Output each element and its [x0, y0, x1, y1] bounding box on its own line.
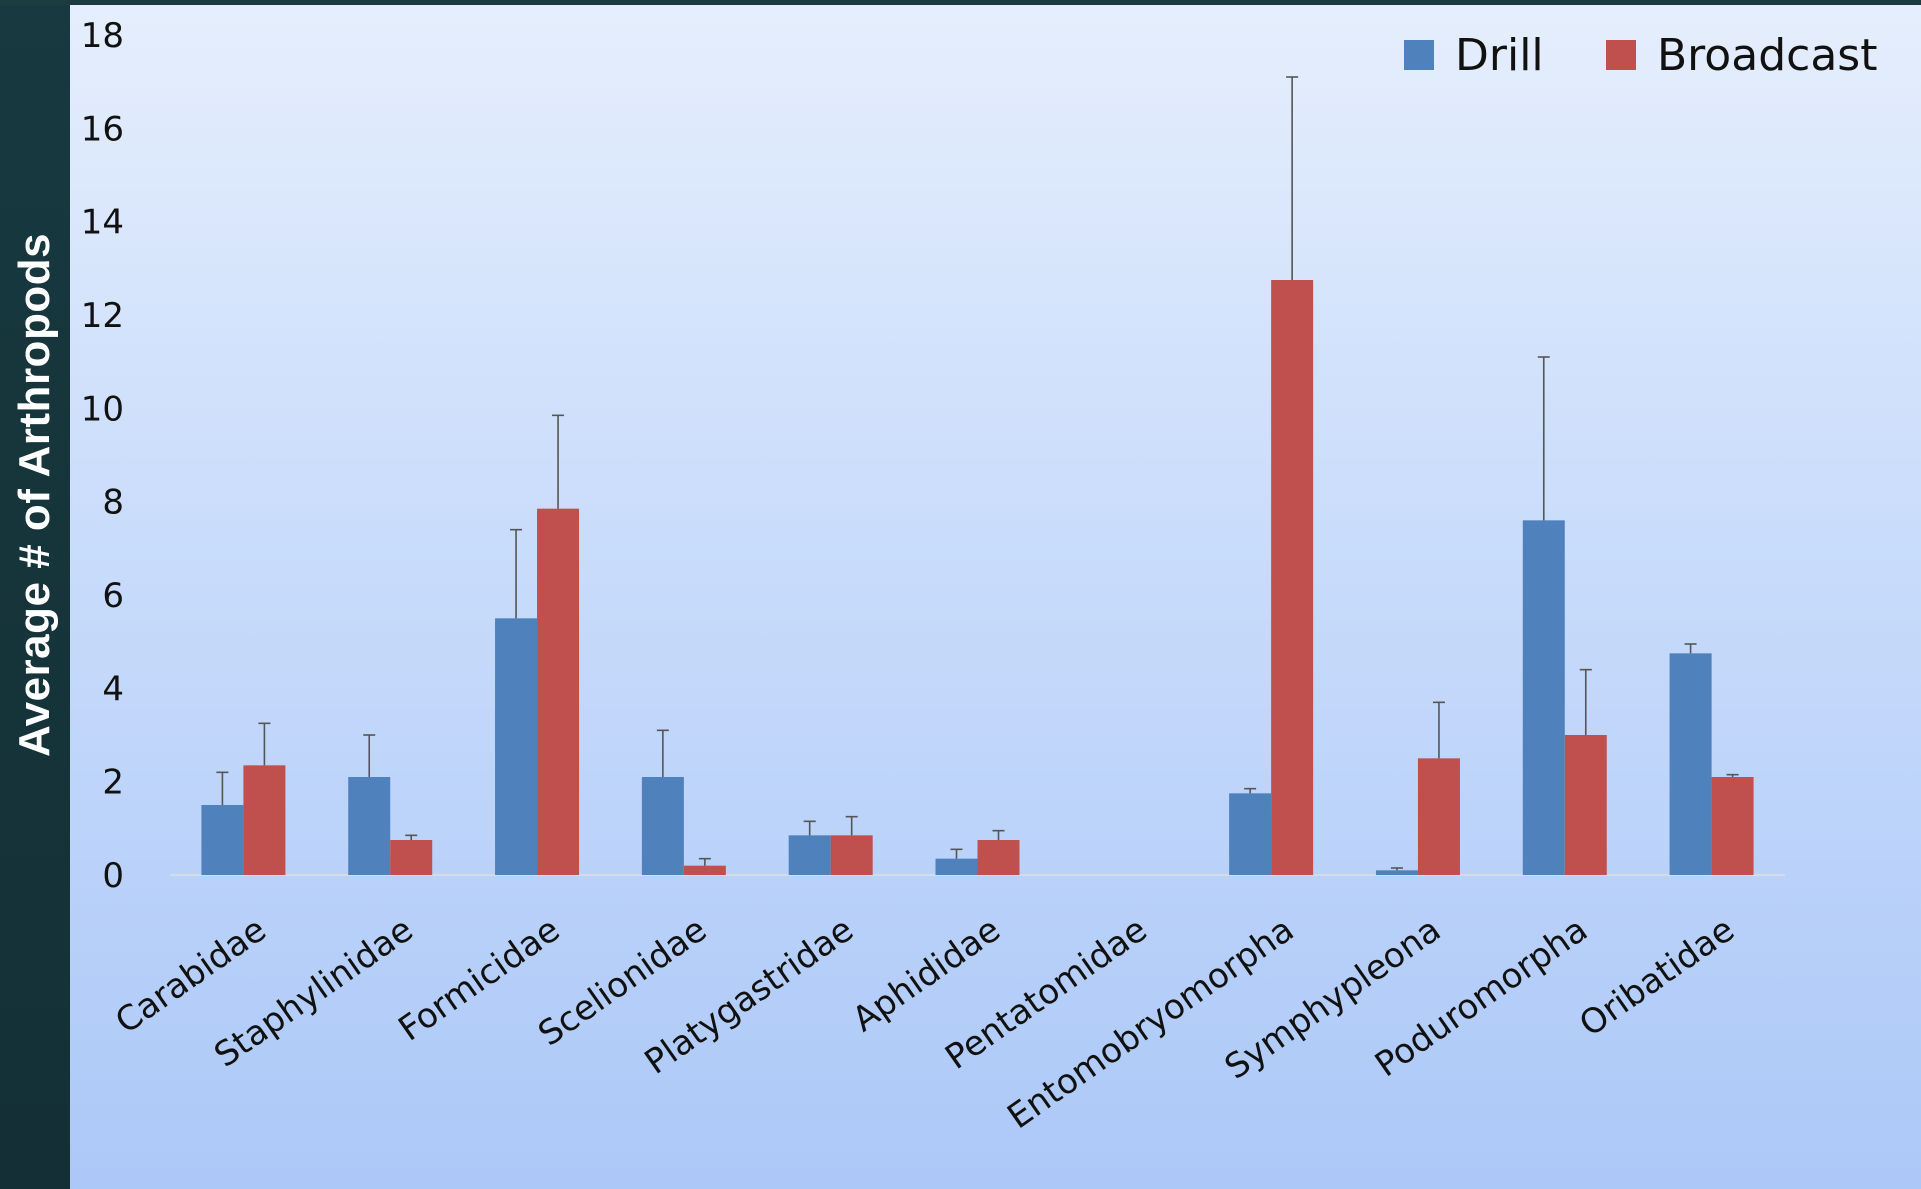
- legend-label-drill: Drill: [1455, 30, 1544, 81]
- y-tick-label: 18: [81, 16, 124, 56]
- bar-drill: [935, 858, 978, 875]
- y-tick-label: 14: [81, 203, 124, 243]
- bar-drill: [1375, 870, 1418, 875]
- bar-drill: [788, 835, 831, 875]
- y-tick-label: 8: [102, 483, 124, 523]
- legend-swatch-drill: [1404, 40, 1434, 70]
- bar-drill: [641, 777, 684, 875]
- plot-panel: [70, 5, 1921, 1189]
- top-band: [0, 0, 1921, 5]
- bar-broadcast: [390, 840, 433, 875]
- y-tick-label: 4: [102, 669, 124, 709]
- bar-broadcast: [830, 835, 873, 875]
- bar-drill: [348, 777, 391, 875]
- bar-broadcast: [683, 865, 726, 875]
- bar-drill: [1522, 520, 1565, 875]
- y-tick-label: 6: [102, 576, 124, 616]
- y-tick-label: 10: [81, 389, 124, 429]
- bar-broadcast: [1711, 777, 1754, 875]
- legend-label-broadcast: Broadcast: [1657, 30, 1877, 81]
- bar-drill: [495, 618, 538, 875]
- y-tick-label: 12: [81, 296, 124, 336]
- bar-broadcast: [537, 508, 580, 875]
- bar-broadcast: [977, 840, 1020, 875]
- bar-broadcast: [1564, 735, 1607, 875]
- y-tick-label: 2: [102, 763, 124, 803]
- bar-broadcast: [1271, 280, 1314, 875]
- y-tick-label: 0: [102, 856, 124, 896]
- left-band: [0, 0, 70, 1189]
- bar-drill: [201, 805, 244, 875]
- bar-drill: [1669, 653, 1712, 875]
- bar-broadcast: [243, 765, 286, 875]
- bar-broadcast: [1417, 758, 1460, 875]
- y-tick-label: 16: [81, 109, 124, 149]
- x-category-label: Oribatidae: [1572, 910, 1741, 1045]
- legend-swatch-broadcast: [1606, 40, 1636, 70]
- bar-drill: [1229, 793, 1272, 875]
